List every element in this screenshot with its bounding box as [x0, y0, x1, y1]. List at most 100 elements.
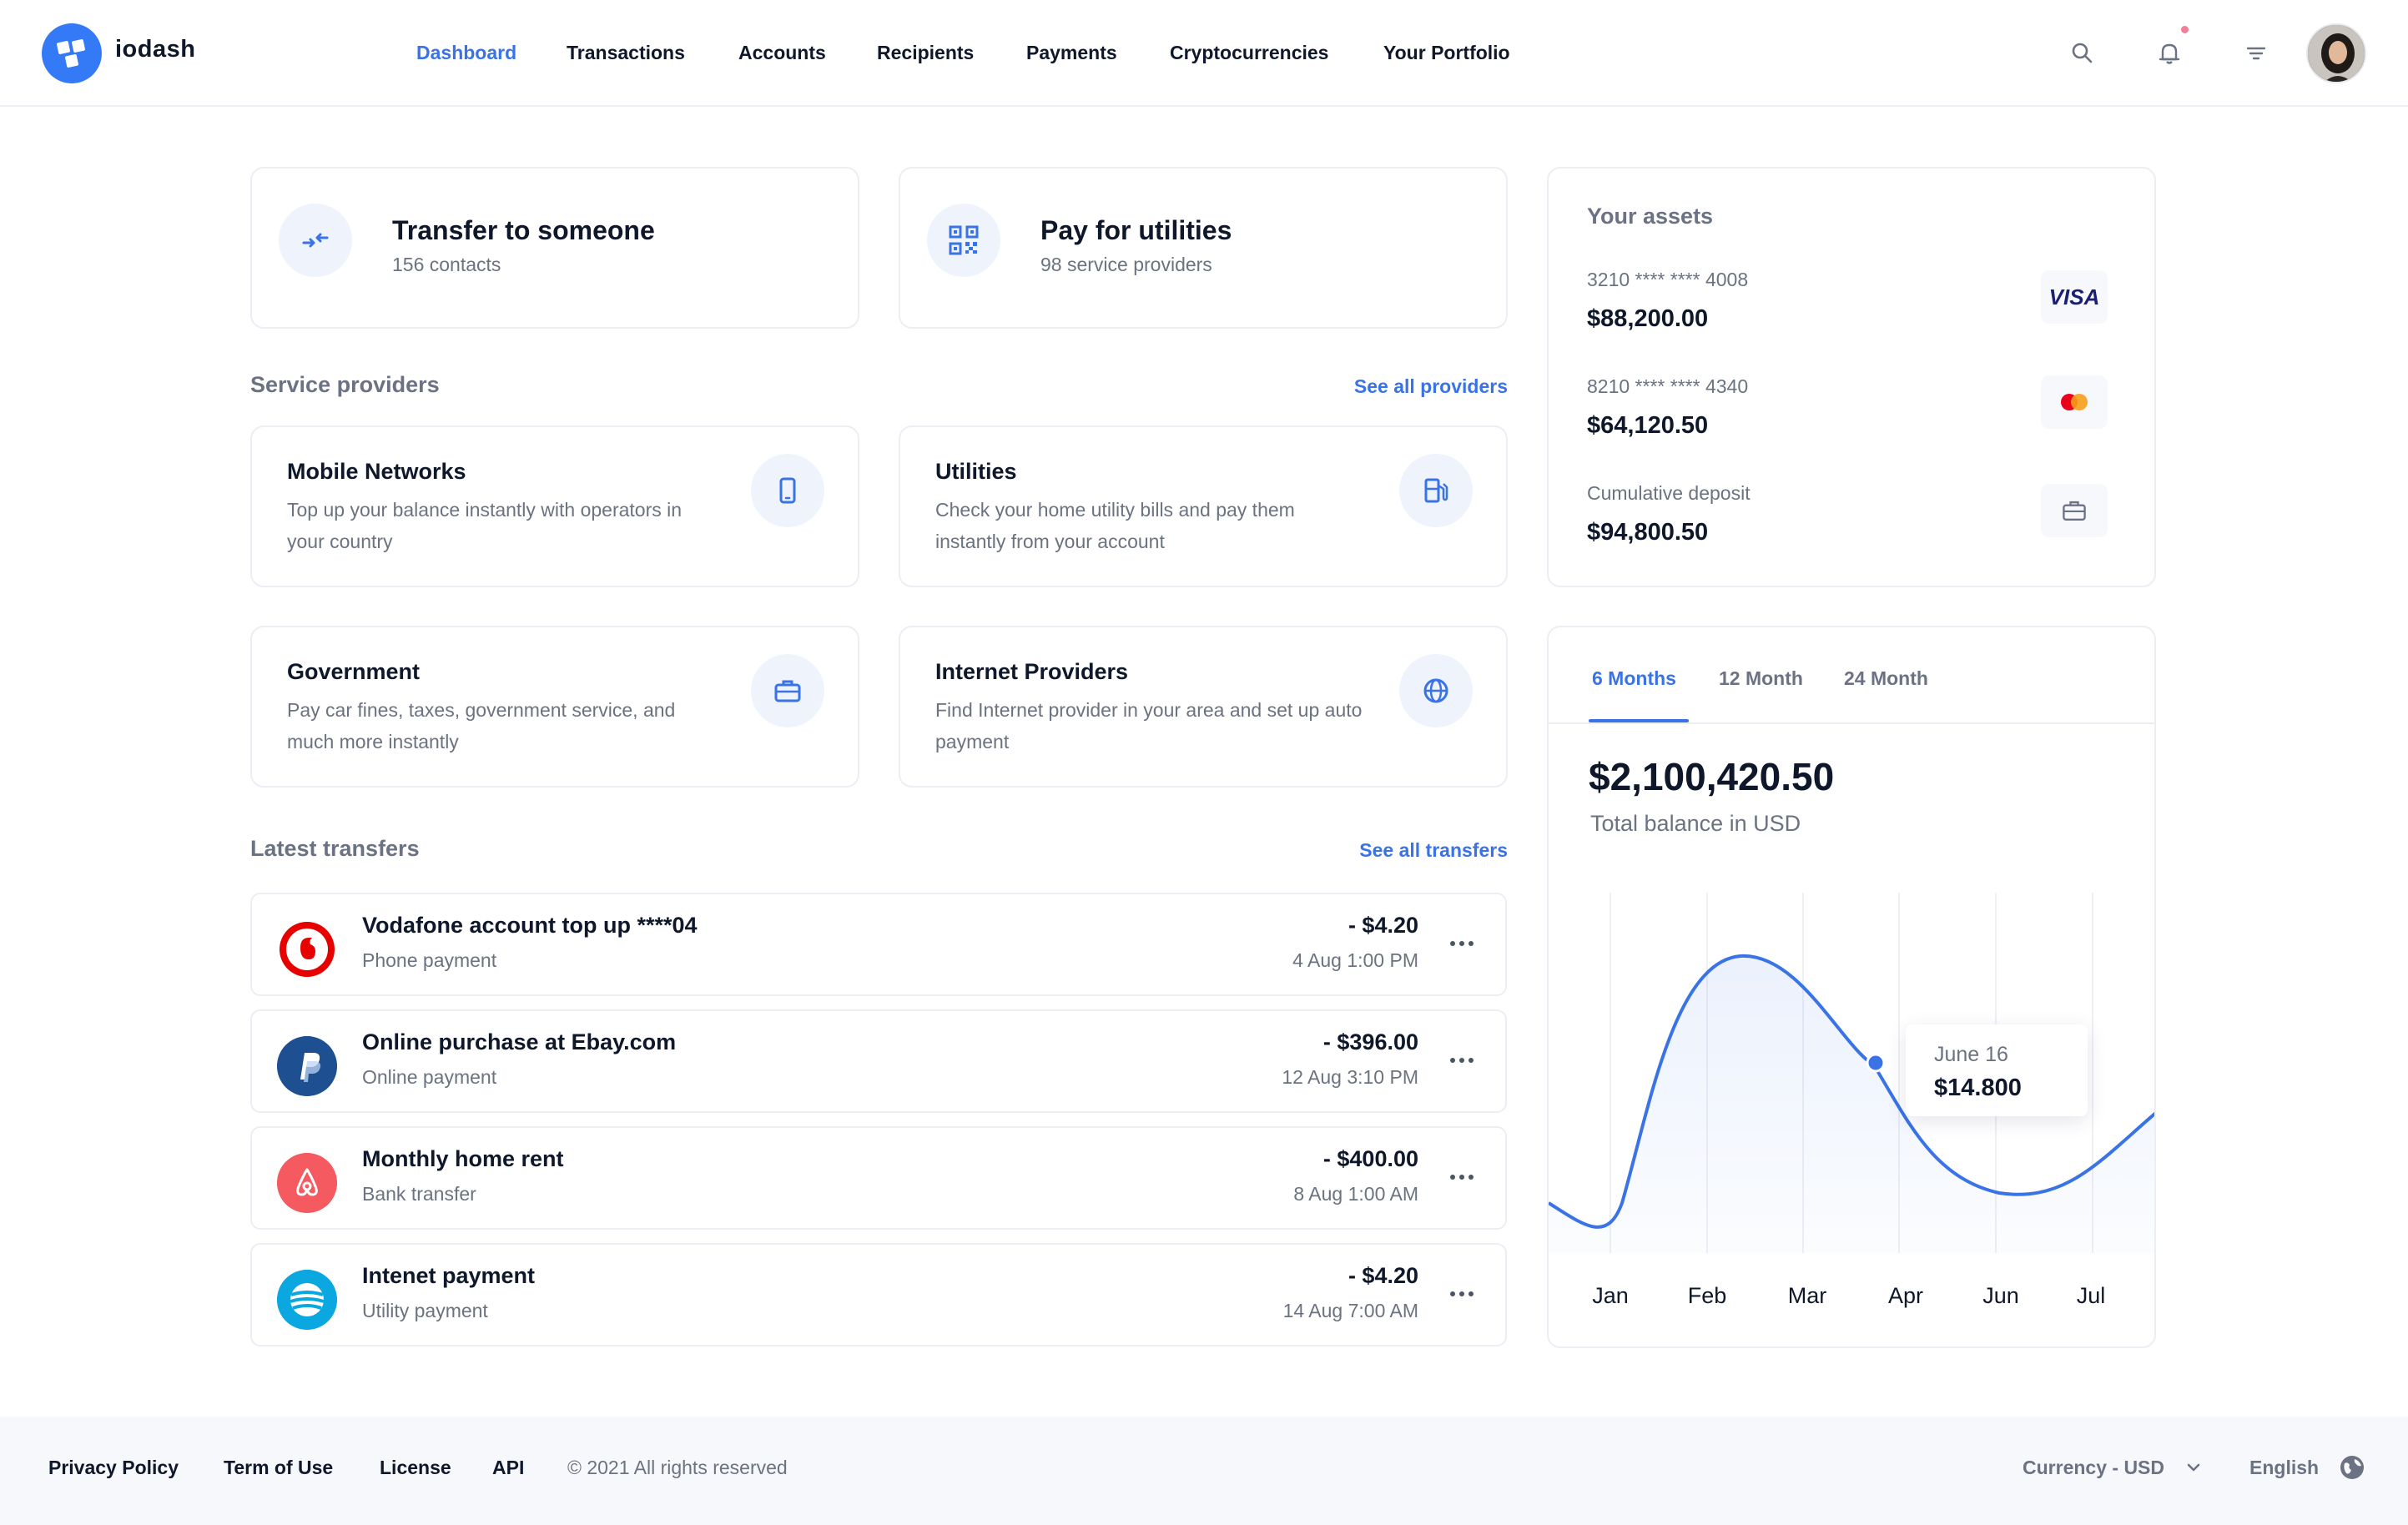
filter-icon[interactable] — [2239, 37, 2273, 70]
month-label: Feb — [1687, 1283, 1727, 1308]
footer-copyright: © 2021 All rights reserved — [567, 1457, 788, 1478]
see-all-transfers-link[interactable]: See all transfers — [1359, 839, 1508, 861]
transfer-row[interactable]: Vodafone account top up ****04 Phone pay… — [250, 893, 1507, 996]
provider-title: Utilities — [935, 459, 1017, 484]
total-balance: $2,100,420.50 — [1589, 755, 1835, 798]
nav-accounts[interactable]: Accounts — [738, 42, 826, 63]
visa-badge[interactable]: VISA — [2041, 270, 2108, 324]
avatar[interactable] — [2306, 23, 2366, 83]
currency-select[interactable]: Currency - USD — [2023, 1457, 2164, 1478]
transfer-date: 4 Aug 1:00 PM — [1292, 949, 1418, 971]
footer: Privacy Policy Term of Use License API ©… — [0, 1417, 2408, 1525]
transfer-date: 14 Aug 7:00 AM — [1282, 1300, 1418, 1321]
balance-line-chart — [1549, 893, 2154, 1253]
transfer-title: Monthly home rent — [362, 1146, 564, 1171]
provider-description: Check your home utility bills and pay th… — [935, 499, 1295, 552]
provider-card-internet[interactable]: Internet Providers Find Internet provide… — [899, 626, 1508, 788]
footer-privacy-policy[interactable]: Privacy Policy — [48, 1457, 179, 1478]
provider-description: Top up your balance instantly with opera… — [287, 499, 683, 552]
more-options-icon[interactable] — [1445, 1165, 1479, 1190]
total-balance-caption: Total balance in USD — [1590, 811, 1801, 836]
latest-transfers-label: Latest transfers — [250, 836, 420, 861]
pay-utilities-card[interactable]: Pay for utilities 98 service providers — [899, 167, 1508, 329]
pay-utilities-title: Pay for utilities — [1040, 215, 1232, 245]
notification-dot — [2181, 26, 2189, 33]
brand-name[interactable]: iodash — [115, 36, 196, 63]
transfer-amount: - $400.00 — [1322, 1146, 1418, 1171]
transfer-title: Intenet payment — [362, 1263, 536, 1288]
search-icon[interactable] — [2066, 37, 2099, 70]
assets-title: Your assets — [1587, 204, 1714, 229]
tooltip-value: $14.800 — [1934, 1075, 2022, 1101]
transfer-amount: - $396.00 — [1322, 1029, 1418, 1054]
globe-icon[interactable] — [2338, 1453, 2366, 1482]
transfer-row[interactable]: Monthly home rent Bank transfer - $400.0… — [250, 1126, 1507, 1230]
nav-dashboard[interactable]: Dashboard — [416, 42, 517, 63]
month-label: Apr — [1887, 1283, 1924, 1308]
transfer-card[interactable]: Transfer to someone 156 contacts — [250, 167, 859, 329]
nav-transactions[interactable]: Transactions — [567, 42, 685, 63]
asset-label: 8210 **** **** 4340 — [1587, 375, 1749, 397]
provider-card-utilities[interactable]: Utilities Check your home utility bills … — [899, 425, 1508, 587]
tooltip-date: June 16 — [1934, 1043, 2008, 1066]
language-select[interactable]: English — [2249, 1457, 2320, 1478]
asset-value: $64,120.50 — [1587, 412, 1709, 439]
transfer-date: 8 Aug 1:00 AM — [1293, 1183, 1418, 1205]
see-all-providers-link[interactable]: See all providers — [1353, 375, 1508, 397]
transfer-row[interactable]: Online purchase at Ebay.com Online payme… — [250, 1009, 1507, 1113]
active-tab-underline — [1589, 719, 1689, 722]
transfer-amount: - $4.20 — [1348, 1263, 1418, 1288]
chevron-down-icon[interactable] — [2181, 1455, 2206, 1480]
nav-recipients[interactable]: Recipients — [877, 42, 975, 63]
paypal-logo-icon — [277, 1036, 337, 1096]
transfer-amount: - $4.20 — [1348, 913, 1418, 938]
briefcase-icon[interactable] — [2041, 484, 2108, 537]
provider-title: Government — [287, 659, 421, 684]
nav-your-portfolio[interactable]: Your Portfolio — [1383, 42, 1510, 63]
assets-card: Your assets 3210 **** **** 4008 $88,200.… — [1547, 167, 2156, 587]
transfer-title: Vodafone account top up ****04 — [362, 913, 698, 938]
month-label: Jan — [1592, 1283, 1629, 1308]
more-options-icon[interactable] — [1445, 1281, 1479, 1306]
provider-title: Internet Providers — [935, 659, 1129, 684]
nav-cryptocurrencies[interactable]: Cryptocurrencies — [1170, 42, 1329, 63]
brand-logo-icon[interactable] — [42, 23, 102, 83]
more-options-icon[interactable] — [1445, 1048, 1479, 1073]
top-header: iodash Dashboard Transactions Accounts R… — [0, 0, 2408, 107]
pay-utilities-subtitle: 98 service providers — [1040, 254, 1212, 275]
att-logo-icon — [277, 1270, 337, 1330]
asset-value: $94,800.50 — [1587, 519, 1709, 546]
transfer-row[interactable]: Intenet payment Utility payment - $4.20 … — [250, 1243, 1507, 1346]
transfer-subtitle: Online payment — [362, 1066, 497, 1088]
qr-code-icon — [927, 204, 1000, 277]
transfer-subtitle: 156 contacts — [392, 254, 501, 275]
more-options-icon[interactable] — [1445, 931, 1479, 956]
nav-payments[interactable]: Payments — [1026, 42, 1117, 63]
transfer-subtitle: Phone payment — [362, 949, 497, 971]
provider-description: Pay car fines, taxes, government service… — [287, 699, 676, 752]
provider-card-government[interactable]: Government Pay car fines, taxes, governm… — [250, 626, 859, 788]
fuel-station-icon — [1399, 454, 1473, 527]
tab-24-month[interactable]: 24 Month — [1844, 667, 1928, 689]
service-providers-label: Service providers — [250, 372, 440, 397]
briefcase-icon — [751, 654, 824, 727]
phone-icon — [751, 454, 824, 527]
chart-line — [1549, 954, 2154, 1229]
vodafone-logo-icon — [277, 919, 337, 979]
bell-icon[interactable] — [2153, 37, 2186, 70]
chart-tooltip: June 16 $14.800 — [1906, 1024, 2088, 1116]
footer-license[interactable]: License — [380, 1457, 451, 1478]
footer-term-of-use[interactable]: Term of Use — [224, 1457, 334, 1478]
airbnb-logo-icon — [277, 1153, 337, 1213]
transfer-subtitle: Bank transfer — [362, 1183, 476, 1205]
asset-label: 3210 **** **** 4008 — [1587, 269, 1749, 290]
tab-12-month[interactable]: 12 Month — [1719, 667, 1803, 689]
footer-api[interactable]: API — [492, 1457, 525, 1478]
tab-6-months[interactable]: 6 Months — [1592, 667, 1676, 689]
chart-highlight-point[interactable] — [1866, 1053, 1886, 1073]
provider-card-mobile-networks[interactable]: Mobile Networks Top up your balance inst… — [250, 425, 859, 587]
globe-icon — [1399, 654, 1473, 727]
transfer-subtitle: Utility payment — [362, 1300, 488, 1321]
mastercard-icon[interactable] — [2041, 375, 2108, 429]
balance-card: 6 Months 12 Month 24 Month $2,100,420.50… — [1547, 626, 2156, 1348]
